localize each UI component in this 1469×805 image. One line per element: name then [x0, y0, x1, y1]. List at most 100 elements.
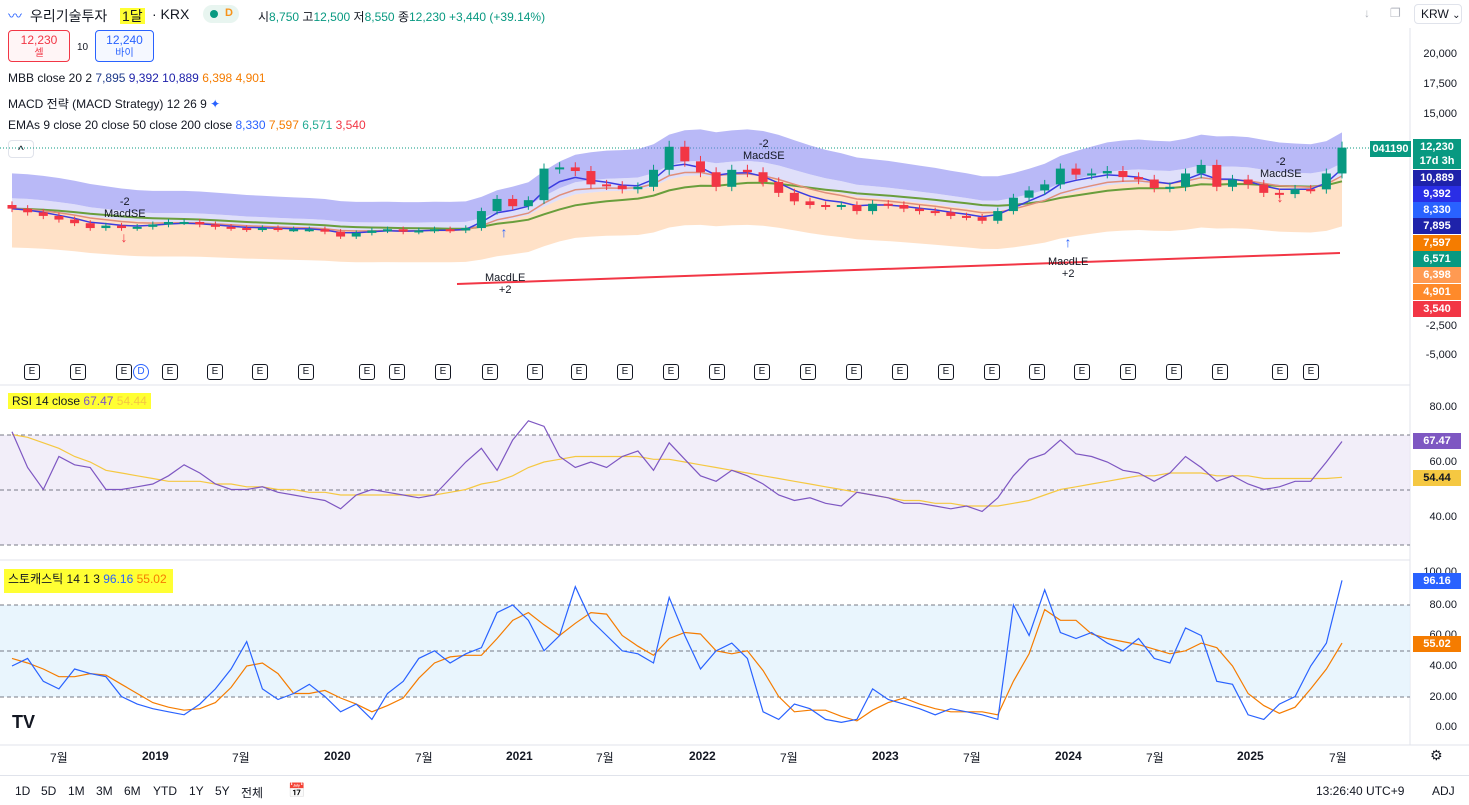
candle-body[interactable]	[492, 198, 502, 212]
candle-body[interactable]	[351, 232, 361, 237]
earnings-marker[interactable]: E	[663, 364, 679, 380]
candle-body[interactable]	[1259, 184, 1269, 193]
earnings-marker[interactable]: E	[754, 364, 770, 380]
candle-body[interactable]	[1087, 173, 1097, 176]
candle-body[interactable]	[946, 212, 956, 216]
earnings-marker[interactable]: E	[435, 364, 451, 380]
range-button-0[interactable]: 1D	[15, 784, 31, 798]
candle-body[interactable]	[304, 229, 314, 232]
mbb-legend[interactable]: MBB close 20 2 7,895 9,392 10,889 6,398 …	[8, 71, 266, 85]
range-button-5[interactable]: YTD	[153, 784, 177, 798]
candle-body[interactable]	[961, 215, 971, 218]
candle-body[interactable]	[242, 228, 252, 231]
candle-body[interactable]	[680, 146, 690, 162]
candle-body[interactable]	[445, 229, 455, 232]
earnings-marker[interactable]: E	[617, 364, 633, 380]
earnings-marker[interactable]: E	[24, 364, 40, 380]
candle-body[interactable]	[1134, 177, 1144, 180]
candle-body[interactable]	[273, 228, 283, 231]
candle-body[interactable]	[617, 185, 627, 190]
candle-body[interactable]	[1055, 168, 1065, 185]
candle-body[interactable]	[899, 205, 909, 209]
earnings-marker[interactable]: E	[938, 364, 954, 380]
earnings-marker[interactable]: E	[1303, 364, 1319, 380]
candle-body[interactable]	[586, 171, 596, 185]
candle-body[interactable]	[570, 167, 580, 172]
candle-body[interactable]	[85, 223, 95, 229]
range-button-3[interactable]: 3M	[96, 784, 113, 798]
candle-body[interactable]	[383, 229, 393, 232]
candle-body[interactable]	[367, 230, 377, 233]
candle-body[interactable]	[461, 228, 471, 231]
earnings-marker[interactable]: E	[389, 364, 405, 380]
earnings-marker[interactable]: E	[1120, 364, 1136, 380]
candle-body[interactable]	[555, 167, 565, 170]
candle-body[interactable]	[977, 217, 987, 221]
interval-label[interactable]: 1달	[120, 8, 145, 24]
range-button-7[interactable]: 5Y	[215, 784, 230, 798]
rsi-legend[interactable]: RSI 14 close 67.47 54.44	[8, 393, 151, 409]
candle-body[interactable]	[163, 221, 173, 225]
candle-body[interactable]	[54, 215, 64, 220]
buy-button[interactable]: 12,240 바이	[95, 30, 154, 62]
candle-body[interactable]	[101, 225, 111, 229]
candle-body[interactable]	[1196, 164, 1206, 174]
candle-body[interactable]	[117, 225, 127, 229]
collapse-legend-button[interactable]: ^	[8, 140, 34, 158]
delay-badge[interactable]: D	[203, 5, 239, 23]
stoch-legend[interactable]: 스토캐스틱 14 1 3 96.16 55.02	[4, 569, 173, 593]
earnings-marker[interactable]: E	[298, 364, 314, 380]
candle-body[interactable]	[1227, 179, 1237, 187]
candle-body[interactable]	[539, 168, 549, 201]
dividend-marker[interactable]: D	[133, 364, 149, 380]
candle-body[interactable]	[195, 221, 205, 225]
candle-body[interactable]	[649, 169, 659, 187]
candle-body[interactable]	[805, 201, 815, 205]
tradingview-logo[interactable]: TV	[12, 712, 35, 733]
candle-body[interactable]	[414, 230, 424, 233]
download-icon[interactable]: ↓	[1364, 6, 1370, 20]
candle-body[interactable]	[711, 172, 721, 187]
candle-body[interactable]	[148, 224, 158, 227]
candle-body[interactable]	[23, 208, 33, 213]
range-button-8[interactable]: 전체	[241, 786, 264, 800]
earnings-marker[interactable]: E	[1166, 364, 1182, 380]
restore-icon[interactable]: ❐	[1390, 6, 1401, 20]
candle-body[interactable]	[1212, 164, 1222, 187]
earnings-marker[interactable]: E	[527, 364, 543, 380]
candle-body[interactable]	[1181, 173, 1191, 187]
candle-body[interactable]	[429, 229, 439, 232]
candle-body[interactable]	[930, 211, 940, 214]
sell-button[interactable]: 12,230 셀	[8, 30, 70, 62]
candle-body[interactable]	[210, 224, 220, 227]
candle-body[interactable]	[398, 229, 408, 232]
candle-body[interactable]	[226, 226, 236, 229]
earnings-marker[interactable]: E	[892, 364, 908, 380]
candle-body[interactable]	[508, 198, 518, 207]
candle-body[interactable]	[1040, 184, 1050, 191]
adj-toggle[interactable]: ADJ	[1432, 784, 1455, 798]
candle-body[interactable]	[993, 211, 1003, 221]
emas-legend[interactable]: EMAs 9 close 20 close 50 close 200 close…	[8, 118, 366, 132]
earnings-marker[interactable]: E	[359, 364, 375, 380]
candle-body[interactable]	[1071, 168, 1081, 175]
candle-body[interactable]	[523, 200, 533, 207]
candle-body[interactable]	[336, 231, 346, 237]
range-button-6[interactable]: 1Y	[189, 784, 204, 798]
candle-body[interactable]	[70, 219, 80, 224]
candle-body[interactable]	[1337, 147, 1347, 174]
range-button-4[interactable]: 6M	[124, 784, 141, 798]
candle-body[interactable]	[1165, 186, 1175, 189]
candle-body[interactable]	[7, 205, 17, 209]
range-button-1[interactable]: 5D	[41, 784, 57, 798]
candle-body[interactable]	[1290, 189, 1300, 195]
candle-body[interactable]	[320, 229, 330, 232]
candle-body[interactable]	[1102, 171, 1112, 174]
earnings-marker[interactable]: E	[116, 364, 132, 380]
order-qty[interactable]: 10	[77, 42, 89, 53]
earnings-marker[interactable]: E	[252, 364, 268, 380]
candle-body[interactable]	[1243, 179, 1253, 185]
earnings-marker[interactable]: E	[1272, 364, 1288, 380]
earnings-marker[interactable]: E	[70, 364, 86, 380]
